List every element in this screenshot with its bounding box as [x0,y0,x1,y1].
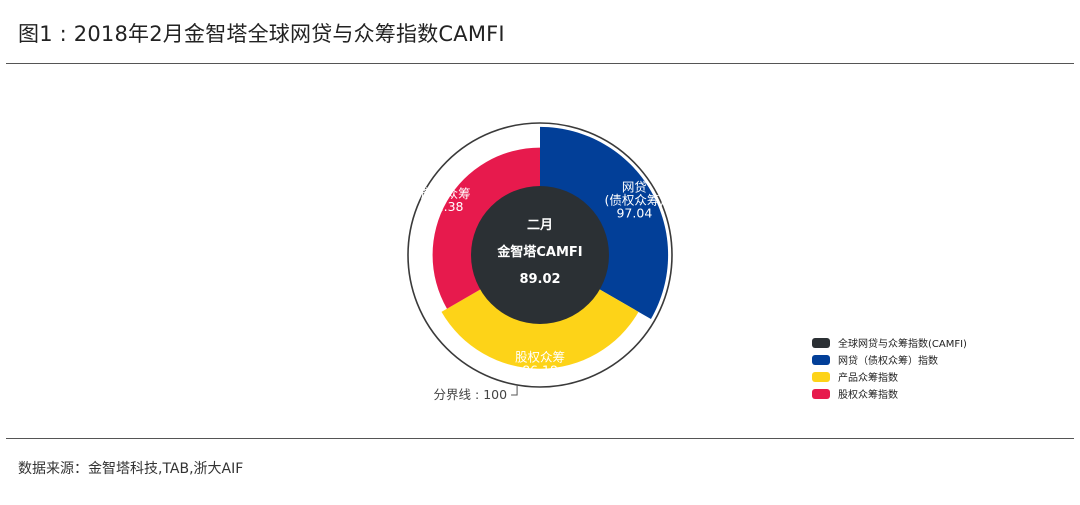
legend-item-product[interactable]: 产品众筹指数 [812,368,967,385]
slice-label-product: 产品众筹 81.38 [421,186,471,214]
legend-label-product: 产品众筹指数 [838,373,898,384]
top-divider [6,63,1074,64]
slice-value-equity: 86.18 [522,363,558,378]
radial-pie-chart: 网贷(债权众筹) 97.04 股权众筹 86.18 产品众筹 81.38 二月金智塔CAMF… [407,122,673,402]
center-index-name: 金智塔CAMFI [496,244,582,260]
bottom-divider [6,438,1074,439]
legend-swatch-p2p [812,354,830,365]
center-month-label: 二月 [527,218,553,233]
center-hub [471,186,609,324]
slice-value-p2p: 97.04 [616,206,652,221]
divider-label: 分界线 : 100 [434,387,508,402]
center-index-value: 89.02 [519,272,560,287]
legend-swatch-equity [812,388,830,399]
slice-value-product: 81.38 [428,199,464,214]
slice-label-equity: 股权众筹 86.18 [515,350,565,378]
slice-name-p2p: (债权众筹) [605,193,665,208]
chart-plot: 网贷(债权众筹) 97.04 股权众筹 86.18 产品众筹 81.38 二月金智塔CAMF… [407,122,673,402]
slice-name-p2p: 网贷 [622,180,647,195]
divider-leader-line [511,384,518,396]
slice-name-product: 产品众筹 [421,186,471,201]
slice-name-equity: 股权众筹 [515,350,565,365]
legend-item-equity[interactable]: 股权众筹指数 [812,385,967,402]
chart-legend: 全球网贷与众筹指数(CAMFI) 网贷（债权众筹）指数 产品众筹指数 股权众筹指… [812,334,967,402]
legend-label-p2p: 网贷（债权众筹）指数 [838,356,938,367]
page-title: 图1 : 2018年2月金智塔全球网贷与众筹指数CAMFI [18,22,505,46]
legend-label-equity: 股权众筹指数 [838,390,898,401]
legend-swatch-product [812,371,830,382]
slice-label-p2p: 网贷(债权众筹) 97.04 [605,180,665,221]
legend-item-camfi[interactable]: 全球网贷与众筹指数(CAMFI) [812,334,967,351]
data-source-note: 数据来源：金智塔科技,TAB,浙大AIF [18,461,244,477]
legend-item-p2p[interactable]: 网贷（债权众筹）指数 [812,351,967,368]
legend-swatch-camfi [812,337,830,348]
legend-label-camfi: 全球网贷与众筹指数(CAMFI) [838,339,967,350]
